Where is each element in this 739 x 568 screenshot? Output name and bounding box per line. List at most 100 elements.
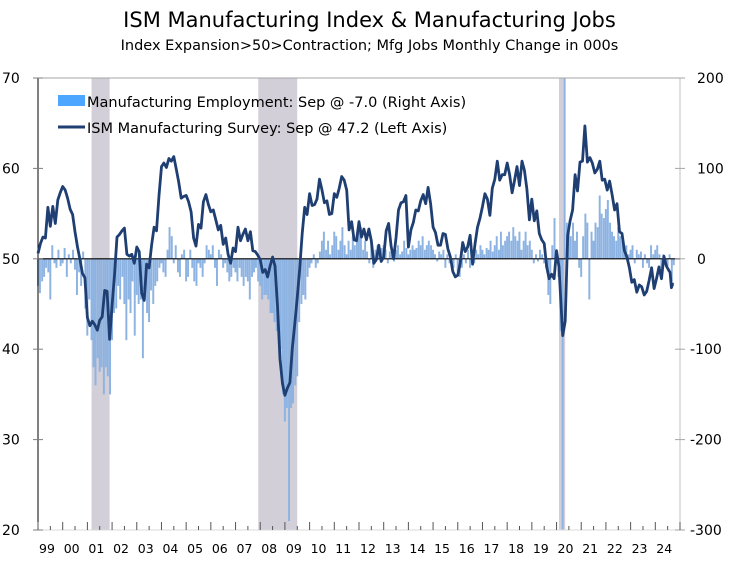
employment-bar: [288, 258, 291, 521]
x-tick-label: 08: [261, 541, 277, 556]
employment-bar: [176, 258, 179, 273]
employment-bar: [485, 247, 488, 259]
employment-bar: [57, 249, 60, 259]
employment-bar: [41, 258, 44, 282]
employment-bar: [656, 245, 659, 259]
employment-bar: [211, 245, 214, 259]
employment-bar: [197, 258, 200, 264]
x-tick-label: 10: [311, 541, 327, 556]
employment-bar: [596, 227, 599, 259]
x-tick-label: 15: [434, 541, 450, 556]
employment-bar: [384, 249, 387, 259]
employment-bar: [343, 245, 346, 259]
employment-bar: [102, 258, 105, 395]
employment-bar: [396, 245, 399, 259]
employment-bar: [125, 258, 128, 341]
employment-bar: [174, 245, 177, 259]
employment-bar: [516, 240, 519, 259]
employment-bar: [532, 258, 535, 264]
right-tick-label: 100: [697, 161, 724, 177]
employment-bar: [104, 258, 107, 368]
employment-bar: [528, 240, 531, 259]
employment-bar: [273, 258, 276, 323]
left-tick-label: 20: [2, 523, 20, 539]
employment-bar: [536, 258, 539, 262]
employment-bar: [489, 240, 492, 259]
employment-bar: [304, 258, 307, 300]
employment-bar: [133, 258, 136, 336]
employment-bar: [214, 258, 216, 268]
employment-bar: [518, 231, 521, 259]
x-tick-label: 20: [558, 541, 574, 556]
employment-bar: [296, 258, 299, 377]
employment-bar: [549, 258, 552, 304]
left-tick-label: 40: [2, 342, 20, 358]
employment-bar: [127, 258, 130, 300]
employment-bar: [421, 236, 424, 259]
employment-bar: [427, 240, 430, 259]
chart-subtitle: Index Expansion>50>Contraction; Mfg Jobs…: [120, 38, 619, 54]
employment-bar: [380, 247, 383, 259]
employment-bar: [619, 236, 622, 259]
employment-bar: [417, 240, 420, 259]
employment-bar: [187, 258, 190, 277]
employment-bar: [432, 249, 435, 259]
employment-bar: [261, 258, 264, 300]
left-tick-label: 70: [2, 71, 20, 87]
employment-bar: [668, 254, 671, 259]
employment-bar: [670, 258, 673, 282]
employment-bar: [234, 258, 237, 273]
employment-bar: [541, 254, 544, 259]
employment-bar: [654, 249, 657, 259]
employment-bar: [456, 258, 459, 273]
employment-bar: [98, 258, 101, 372]
employment-bar: [580, 258, 583, 277]
employment-bar: [497, 249, 500, 259]
employment-bar: [362, 249, 365, 259]
employment-bar: [257, 258, 260, 282]
employment-bar: [592, 240, 595, 259]
employment-bar: [166, 249, 169, 259]
employment-bar: [520, 249, 523, 259]
employment-bar: [393, 258, 395, 262]
employment-bar: [643, 254, 646, 259]
employment-bar: [322, 231, 325, 259]
employment-bar: [578, 258, 581, 268]
employment-bar: [283, 258, 286, 422]
employment-bar: [514, 236, 517, 259]
employment-bar: [629, 249, 632, 259]
employment-bar: [538, 249, 541, 259]
employment-bar: [180, 254, 183, 259]
employment-bar: [512, 227, 515, 259]
employment-bar: [652, 254, 655, 259]
employment-bar: [82, 251, 85, 259]
employment-bar: [224, 258, 227, 264]
x-tick-label: 12: [360, 541, 376, 556]
left-tick-label: 60: [2, 161, 20, 177]
employment-bar: [61, 258, 64, 264]
employment-bar: [222, 258, 225, 268]
employment-bar: [207, 249, 210, 259]
employment-bar: [242, 258, 245, 286]
employment-bar: [374, 249, 377, 259]
employment-bar: [281, 258, 284, 395]
employment-bar: [230, 258, 233, 277]
employment-bar: [462, 254, 465, 259]
employment-bar: [672, 258, 675, 266]
employment-bar: [263, 258, 266, 295]
employment-bar: [631, 245, 634, 259]
left-tick-label: 50: [2, 252, 20, 268]
x-tick-label: 23: [632, 541, 648, 556]
right-tick-label: 200: [697, 71, 724, 87]
employment-bar: [444, 258, 447, 268]
employment-bar: [232, 258, 235, 268]
employment-bar: [164, 258, 167, 277]
employment-bar: [168, 227, 171, 259]
employment-bar: [467, 249, 470, 259]
employment-bar: [316, 258, 319, 264]
employment-bar: [238, 258, 241, 268]
employment-bar: [115, 258, 118, 309]
employment-bar: [403, 240, 406, 259]
x-tick-label: 18: [508, 541, 524, 556]
employment-bar: [395, 249, 397, 259]
